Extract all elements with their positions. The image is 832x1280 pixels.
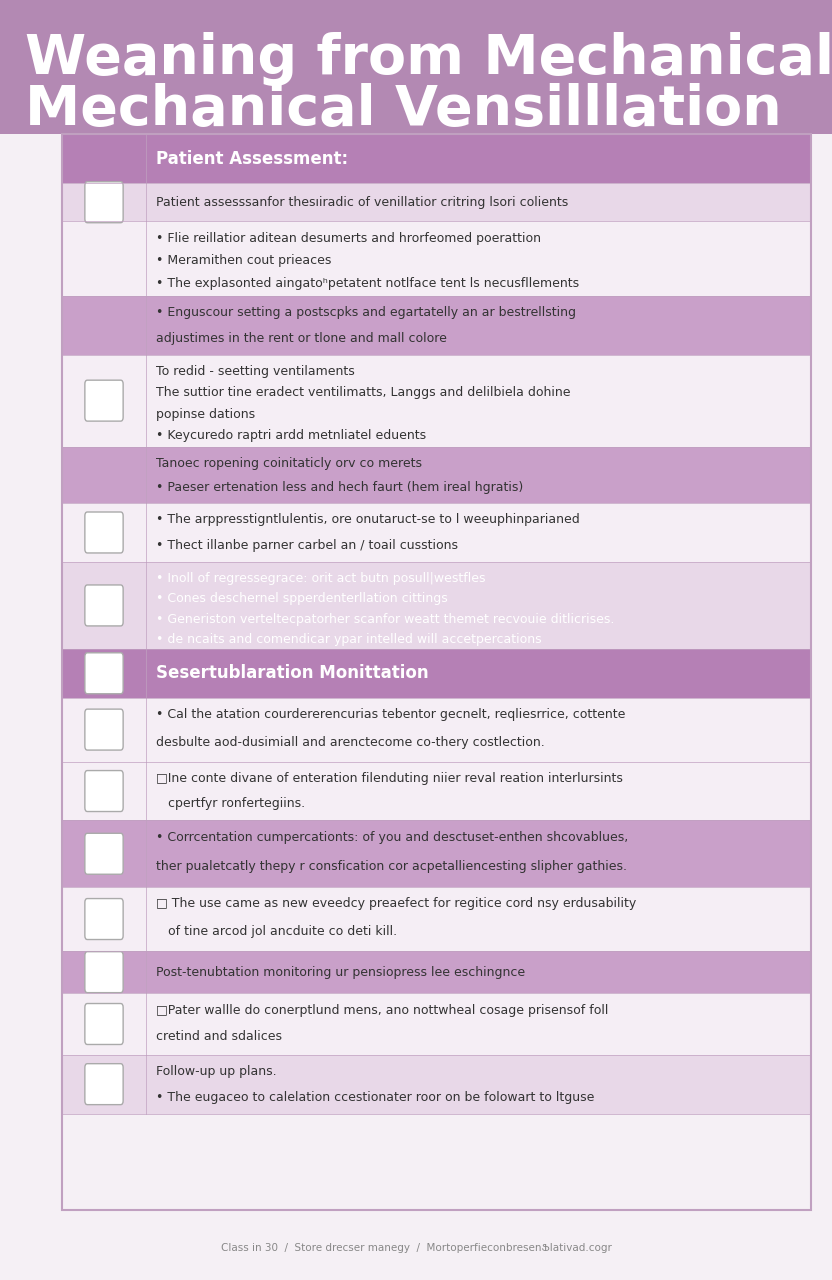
Bar	[62, 447, 811, 503]
Text: • The arppresstigntlulentis, ore onutaruct-se to l weeuphinparianed: • The arppresstigntlulentis, ore onutaru…	[156, 513, 579, 526]
Bar	[62, 887, 811, 951]
Bar	[62, 698, 146, 762]
Text: cretind and sdalices: cretind and sdalices	[156, 1030, 281, 1043]
Text: • The eugaceo to calelation ccestionater roor on be folowart to ltguse: • The eugaceo to calelation ccestionater…	[156, 1091, 594, 1103]
Bar	[62, 951, 146, 993]
Text: • The explasonted aingatoʰpetatent notlface tent ls necusfllements: • The explasonted aingatoʰpetatent notlf…	[156, 276, 579, 289]
Bar	[62, 762, 811, 820]
FancyBboxPatch shape	[85, 709, 123, 750]
Bar	[62, 503, 146, 562]
Text: ther pualetcatly thepy r consfication cor acpetalliencesting slipher gathies.: ther pualetcatly thepy r consfication co…	[156, 860, 626, 873]
Bar	[62, 1055, 811, 1114]
Text: Patient Assessment:: Patient Assessment:	[156, 150, 348, 168]
FancyBboxPatch shape	[85, 380, 123, 421]
Bar	[62, 134, 811, 1210]
Bar	[62, 649, 146, 698]
Bar	[62, 562, 146, 649]
Text: • Keycuredo raptri ardd metnliatel eduents: • Keycuredo raptri ardd metnliatel eduen…	[156, 429, 426, 442]
FancyBboxPatch shape	[85, 182, 123, 223]
Text: • Generiston verteltecpatorher scanfor weatt themet recvouie ditlicrises.: • Generiston verteltecpatorher scanfor w…	[156, 613, 614, 626]
Text: • Flie reillatior aditean desumerts and hrorfeomed poerattion: • Flie reillatior aditean desumerts and …	[156, 232, 541, 244]
FancyBboxPatch shape	[85, 833, 123, 874]
FancyBboxPatch shape	[85, 771, 123, 812]
Bar	[62, 820, 146, 887]
Bar	[62, 355, 146, 447]
Text: Tanoec ropening coinitaticly orv co merets: Tanoec ropening coinitaticly orv co mere…	[156, 457, 422, 470]
Bar	[62, 649, 811, 698]
Bar	[62, 698, 811, 762]
Text: Follow-up up plans.: Follow-up up plans.	[156, 1065, 276, 1078]
Text: of tine arcod jol ancduite co deti kill.: of tine arcod jol ancduite co deti kill.	[156, 925, 397, 938]
Bar	[62, 562, 811, 649]
Text: □Ine conte divane of enteration filenduting niier reval reation interlursints: □Ine conte divane of enteration filendut…	[156, 772, 622, 785]
Bar	[62, 355, 811, 447]
Text: • Inoll of regressegrace: orit act butn posull|westfles: • Inoll of regressegrace: orit act butn …	[156, 572, 485, 585]
FancyBboxPatch shape	[85, 512, 123, 553]
Bar	[62, 183, 811, 221]
Text: Mechanical Vensilllation: Mechanical Vensilllation	[25, 83, 782, 137]
Text: Post-tenubtation monitoring ur pensiopress lee eschingnce: Post-tenubtation monitoring ur pensiopre…	[156, 965, 525, 979]
Text: • Thect illanbe parner carbel an / toail cusstions: • Thect illanbe parner carbel an / toail…	[156, 539, 458, 552]
Text: • Corrcentation cumpercationts: of you and desctuset-enthen shcovablues,: • Corrcentation cumpercationts: of you a…	[156, 831, 628, 844]
Text: The suttior tine eradect ventilimatts, Langgs and delilbiela dohine: The suttior tine eradect ventilimatts, L…	[156, 387, 570, 399]
Bar	[62, 820, 811, 887]
Bar	[62, 993, 146, 1055]
Text: □Pater wallle do conerptlund mens, ano nottwheal cosage prisensof foll: □Pater wallle do conerptlund mens, ano n…	[156, 1004, 608, 1016]
Bar	[62, 762, 146, 820]
FancyBboxPatch shape	[85, 952, 123, 993]
Bar	[62, 447, 146, 503]
Text: adjustimes in the rent or tlone and mall colore: adjustimes in the rent or tlone and mall…	[156, 332, 447, 344]
Bar	[62, 1055, 146, 1114]
Text: • Cal the atation courdererencurias tebentor gecnelt, reqliesrrice, cottente: • Cal the atation courdererencurias tebe…	[156, 708, 625, 721]
Text: • Paeser ertenation less and hech faurt (hem ireal hgratis): • Paeser ertenation less and hech faurt …	[156, 481, 522, 494]
Bar	[62, 296, 811, 355]
Text: cpertfyr ronfertegiins.: cpertfyr ronfertegiins.	[156, 797, 305, 810]
Text: Weaning from Mechanical: Weaning from Mechanical	[25, 32, 832, 86]
Bar	[62, 183, 146, 221]
Bar	[62, 503, 811, 562]
Text: • Meramithen cout prieaces: • Meramithen cout prieaces	[156, 255, 331, 268]
Text: popinse dations: popinse dations	[156, 407, 255, 421]
Bar	[62, 134, 146, 183]
Bar	[0, 0, 832, 134]
Text: Patient assesssanfor thesıiradic of venillatior critring lsori colients: Patient assesssanfor thesıiradic of veni…	[156, 196, 567, 209]
FancyBboxPatch shape	[85, 899, 123, 940]
FancyBboxPatch shape	[85, 653, 123, 694]
FancyBboxPatch shape	[85, 585, 123, 626]
FancyBboxPatch shape	[85, 1064, 123, 1105]
Text: Class in 30  /  Store drecser manegy  /  MortoperfieconbresenՖlativad.cogr: Class in 30 / Store drecser manegy / Mor…	[220, 1243, 612, 1253]
Text: □ The use came as new eveedcy preaefect for regitice cord nsy erdusability: □ The use came as new eveedcy preaefect …	[156, 897, 636, 910]
Bar	[62, 951, 811, 993]
Text: Sesertublaration Monittation: Sesertublaration Monittation	[156, 664, 428, 682]
Bar	[62, 221, 146, 296]
Bar	[62, 134, 811, 183]
Bar	[62, 296, 146, 355]
Text: • de ncaits and comendicar ypar intelled will accetpercations: • de ncaits and comendicar ypar intelled…	[156, 632, 541, 646]
Text: To redid - seetting ventilaments: To redid - seetting ventilaments	[156, 365, 354, 378]
Text: desbulte aod-dusimiall and arenctecome co-thery costlection.: desbulte aod-dusimiall and arenctecome c…	[156, 736, 544, 749]
Bar	[62, 993, 811, 1055]
FancyBboxPatch shape	[85, 1004, 123, 1044]
Bar	[62, 221, 811, 296]
Text: • Cones deschernel spperdenterllation cittings: • Cones deschernel spperdenterllation ci…	[156, 593, 448, 605]
Text: • Enguscour setting a postscpks and egartatelly an ar bestrellsting: • Enguscour setting a postscpks and egar…	[156, 306, 576, 319]
Bar	[62, 887, 146, 951]
